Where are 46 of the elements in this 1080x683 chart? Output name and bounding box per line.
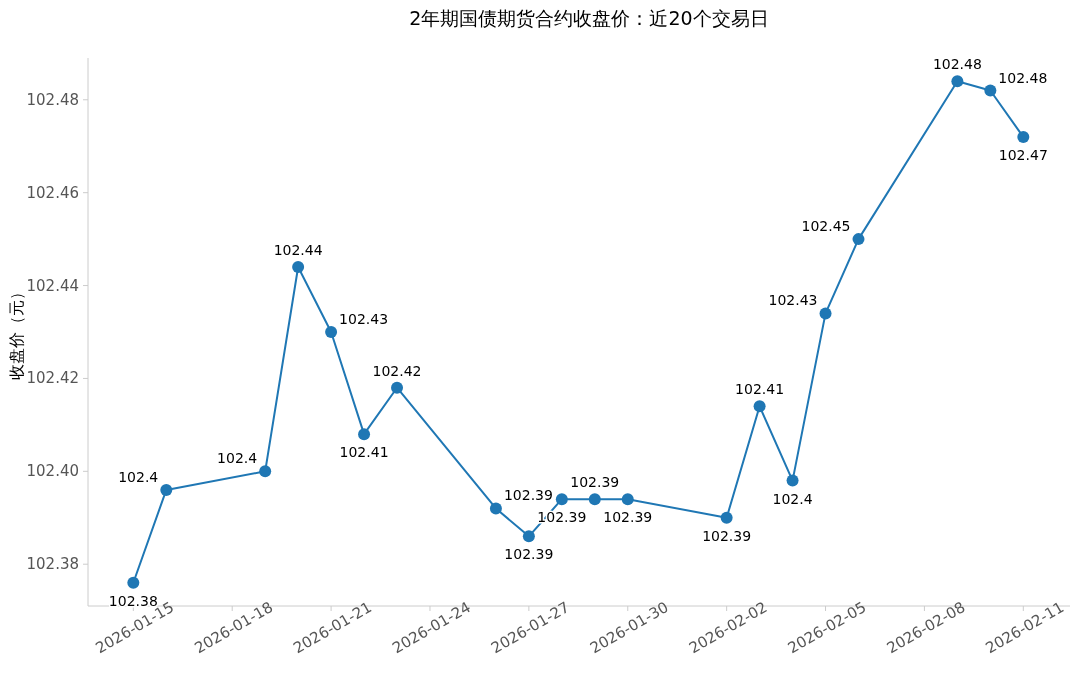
point [753,400,766,413]
point [621,493,634,506]
data-label: 102.48 [932,56,982,73]
y-tick-label: 102.48 [26,90,79,109]
point [1017,130,1030,143]
y-tick-label: 102.38 [26,555,79,574]
point [984,84,997,97]
data-label: 102.39 [702,527,752,544]
data-label: 102.4 [217,450,258,467]
data-label: 102.43 [768,292,818,309]
point [720,511,733,524]
point [160,483,173,496]
point [852,233,865,246]
data-label: 102.48 [998,69,1048,86]
point [292,260,305,273]
data-label: 102.4 [772,490,813,507]
point [489,502,502,515]
point [786,474,799,487]
point [951,75,964,88]
point [588,493,601,506]
data-label: 102.39 [504,546,554,563]
chart-title: 2年期国债期货合约收盘价：近20个交易日 [409,7,769,29]
point [325,326,338,338]
data-label: 102.44 [273,241,323,258]
point [391,381,404,394]
data-label: 102.43 [339,311,389,327]
point [555,493,568,506]
data-label: 102.39 [503,487,553,504]
y-tick-label: 102.42 [26,369,79,388]
y-axis-title: 收盘价（元） [7,284,26,380]
point [358,428,371,441]
y-tick-label: 102.44 [26,276,79,295]
data-label: 102.39 [570,474,620,491]
point [522,530,535,543]
data-label: 102.39 [603,509,653,526]
y-tick-label: 102.46 [26,183,79,202]
data-label: 102.4 [118,468,159,485]
data-label: 102.42 [372,362,422,379]
point [819,307,832,320]
y-tick-label: 102.40 [26,462,79,481]
data-label: 102.47 [998,146,1048,163]
data-label: 102.45 [801,218,851,235]
point [259,465,272,478]
data-label: 102.41 [339,444,389,461]
data-label: 102.41 [735,381,785,398]
point [127,576,140,589]
